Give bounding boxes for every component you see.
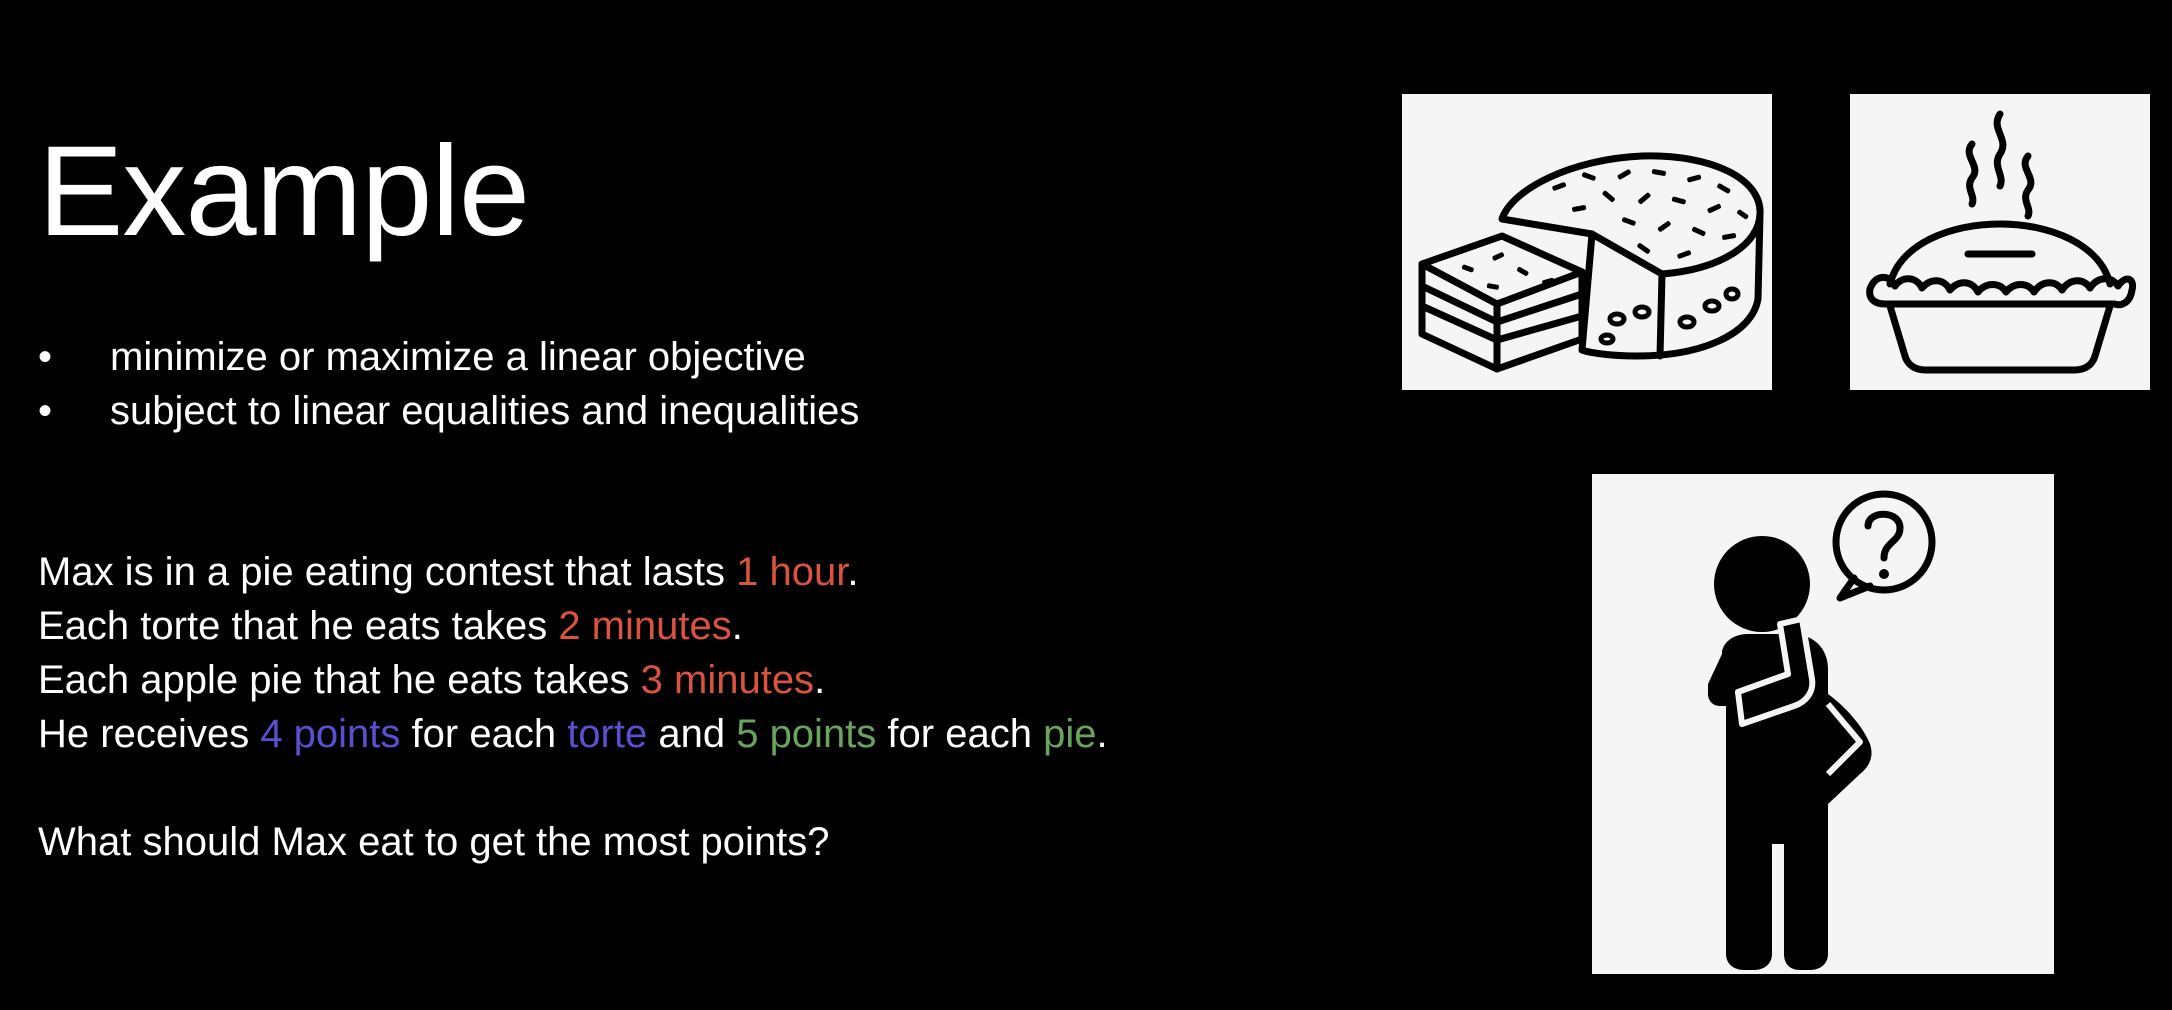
bullet-text: subject to linear equalities and inequal… bbox=[110, 389, 860, 433]
thinker-image-panel bbox=[1592, 474, 2054, 974]
bullet-dot: • bbox=[38, 389, 53, 433]
duration-highlight: 1 hour bbox=[736, 550, 848, 594]
story-period: . bbox=[731, 604, 743, 648]
cake-slice-icon bbox=[1418, 152, 1764, 373]
story-line-pie-time: Each apple pie that he eats takes 3 minu… bbox=[38, 653, 1108, 707]
slide-title: Example bbox=[38, 120, 530, 263]
bullet-dot: • bbox=[38, 335, 53, 379]
thinking-person-icon bbox=[1708, 490, 1936, 970]
pie-time-highlight: 3 minutes bbox=[640, 658, 815, 702]
torte-highlight: torte bbox=[567, 712, 648, 756]
story-line-torte-time: Each torte that he eats takes 2 minutes. bbox=[38, 599, 1108, 653]
story-line-contest: Max is in a pie eating contest that last… bbox=[38, 545, 1108, 599]
cake-image-panel bbox=[1402, 94, 1772, 390]
bullet-text: minimize or maximize a linear objective bbox=[110, 335, 806, 379]
question-text: What should Max eat to get the most poin… bbox=[38, 820, 830, 864]
pie-points-highlight: 5 points bbox=[736, 712, 877, 756]
torte-points-highlight: 4 points bbox=[260, 712, 401, 756]
pie-highlight: pie bbox=[1043, 712, 1097, 756]
story-text: He receives bbox=[38, 712, 261, 756]
story-line-points: He receives 4 points for each torte and … bbox=[38, 707, 1108, 761]
bullet-list: • minimize or maximize a linear objectiv… bbox=[38, 330, 859, 438]
story-period: . bbox=[1096, 712, 1108, 756]
story-text: Max is in a pie eating contest that last… bbox=[38, 550, 737, 594]
bullet-item: • subject to linear equalities and inequ… bbox=[38, 384, 859, 438]
bullet-item: • minimize or maximize a linear objectiv… bbox=[38, 330, 859, 384]
torte-time-highlight: 2 minutes bbox=[558, 604, 732, 648]
pie-image-panel bbox=[1850, 94, 2150, 390]
problem-statement: Max is in a pie eating contest that last… bbox=[38, 545, 1108, 761]
story-period: . bbox=[814, 658, 826, 702]
steaming-pie-icon bbox=[1866, 110, 2137, 374]
story-text: Each apple pie that he eats takes bbox=[38, 658, 641, 702]
story-text: for each bbox=[876, 712, 1044, 756]
story-text: Each torte that he eats takes bbox=[38, 604, 559, 648]
story-period: . bbox=[847, 550, 859, 594]
story-text: and bbox=[647, 712, 737, 756]
story-text: for each bbox=[400, 712, 568, 756]
